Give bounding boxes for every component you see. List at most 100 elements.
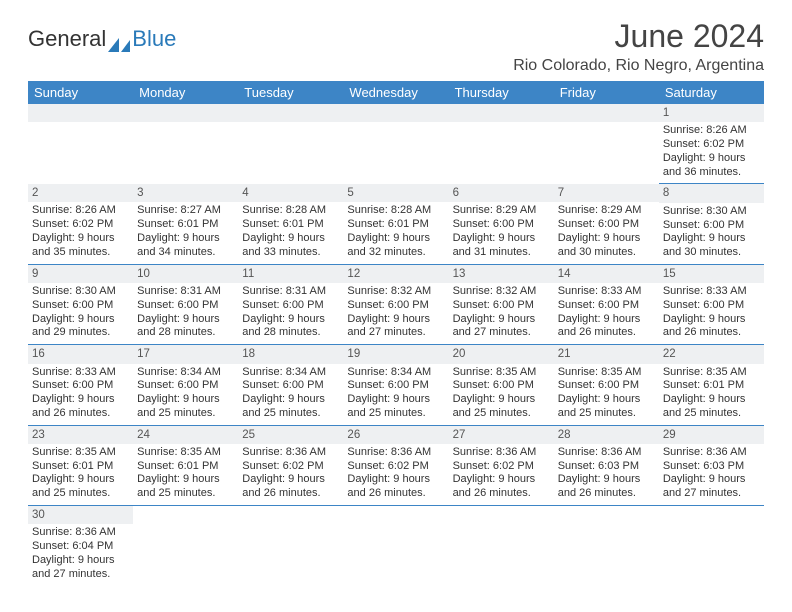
day-line-sr: Sunrise: 8:29 AM [453,204,550,218]
calendar-cell [554,104,659,184]
logo-text-blue: Blue [132,26,176,52]
day-body: Sunrise: 8:35 AMSunset: 6:01 PMDaylight:… [133,444,238,505]
day-number: 17 [133,345,238,363]
day-line-ss: Sunset: 6:02 PM [32,218,129,232]
calendar-cell [659,505,764,585]
day-line-dl2: and 27 minutes. [453,326,550,340]
calendar-cell: 21Sunrise: 8:35 AMSunset: 6:00 PMDayligh… [554,345,659,425]
day-number-empty [238,104,343,122]
day-number: 10 [133,265,238,283]
day-line-dl1: Daylight: 9 hours [137,232,234,246]
day-line-ss: Sunset: 6:01 PM [242,218,339,232]
day-number: 1 [659,104,764,122]
day-line-sr: Sunrise: 8:34 AM [242,366,339,380]
day-line-ss: Sunset: 6:00 PM [453,299,550,313]
day-line-ss: Sunset: 6:00 PM [32,379,129,393]
calendar-cell: 27Sunrise: 8:36 AMSunset: 6:02 PMDayligh… [449,425,554,505]
day-line-dl2: and 25 minutes. [453,407,550,421]
day-number: 4 [238,184,343,202]
day-line-ss: Sunset: 6:01 PM [137,460,234,474]
day-line-dl1: Daylight: 9 hours [242,232,339,246]
day-line-ss: Sunset: 6:01 PM [347,218,444,232]
calendar-cell [238,505,343,585]
day-body: Sunrise: 8:29 AMSunset: 6:00 PMDaylight:… [554,202,659,263]
calendar-cell: 12Sunrise: 8:32 AMSunset: 6:00 PMDayligh… [343,264,448,344]
calendar-week: 2Sunrise: 8:26 AMSunset: 6:02 PMDaylight… [28,184,764,264]
day-line-dl1: Daylight: 9 hours [347,232,444,246]
day-line-ss: Sunset: 6:00 PM [558,299,655,313]
day-body: Sunrise: 8:35 AMSunset: 6:00 PMDaylight:… [449,364,554,425]
day-line-dl1: Daylight: 9 hours [558,393,655,407]
day-line-dl1: Daylight: 9 hours [137,313,234,327]
day-line-dl2: and 26 minutes. [32,407,129,421]
calendar-cell: 11Sunrise: 8:31 AMSunset: 6:00 PMDayligh… [238,264,343,344]
day-number: 26 [343,426,448,444]
day-line-ss: Sunset: 6:02 PM [347,460,444,474]
day-line-ss: Sunset: 6:00 PM [453,379,550,393]
day-line-sr: Sunrise: 8:33 AM [32,366,129,380]
day-number: 7 [554,184,659,202]
day-line-dl2: and 34 minutes. [137,246,234,260]
day-line-sr: Sunrise: 8:30 AM [663,205,760,219]
day-header: Thursday [449,81,554,104]
day-number: 9 [28,265,133,283]
day-line-ss: Sunset: 6:00 PM [663,219,760,233]
day-body: Sunrise: 8:35 AMSunset: 6:01 PMDaylight:… [28,444,133,505]
calendar-cell: 8Sunrise: 8:30 AMSunset: 6:00 PMDaylight… [659,184,764,264]
day-body: Sunrise: 8:26 AMSunset: 6:02 PMDaylight:… [659,122,764,183]
day-body: Sunrise: 8:34 AMSunset: 6:00 PMDaylight:… [343,364,448,425]
day-line-sr: Sunrise: 8:36 AM [32,526,129,540]
day-line-ss: Sunset: 6:00 PM [242,379,339,393]
day-line-dl1: Daylight: 9 hours [32,393,129,407]
day-line-ss: Sunset: 6:00 PM [558,218,655,232]
day-number: 8 [659,184,764,202]
day-line-sr: Sunrise: 8:31 AM [242,285,339,299]
day-body: Sunrise: 8:36 AMSunset: 6:04 PMDaylight:… [28,524,133,585]
calendar-week: 9Sunrise: 8:30 AMSunset: 6:00 PMDaylight… [28,264,764,344]
day-number: 19 [343,345,448,363]
day-body: Sunrise: 8:34 AMSunset: 6:00 PMDaylight:… [133,364,238,425]
day-line-sr: Sunrise: 8:33 AM [558,285,655,299]
day-line-ss: Sunset: 6:00 PM [137,299,234,313]
day-line-dl1: Daylight: 9 hours [242,473,339,487]
day-body: Sunrise: 8:33 AMSunset: 6:00 PMDaylight:… [659,283,764,344]
day-line-ss: Sunset: 6:00 PM [558,379,655,393]
calendar-cell: 18Sunrise: 8:34 AMSunset: 6:00 PMDayligh… [238,345,343,425]
calendar-cell [238,104,343,184]
day-line-dl2: and 25 minutes. [347,407,444,421]
day-body: Sunrise: 8:36 AMSunset: 6:03 PMDaylight:… [554,444,659,505]
day-line-ss: Sunset: 6:01 PM [32,460,129,474]
day-number-empty [449,104,554,122]
day-line-dl2: and 25 minutes. [558,407,655,421]
day-line-sr: Sunrise: 8:36 AM [242,446,339,460]
location-text: Rio Colorado, Rio Negro, Argentina [513,57,764,75]
calendar-cell [343,104,448,184]
day-line-dl1: Daylight: 9 hours [558,473,655,487]
day-body: Sunrise: 8:30 AMSunset: 6:00 PMDaylight:… [28,283,133,344]
calendar-cell: 14Sunrise: 8:33 AMSunset: 6:00 PMDayligh… [554,264,659,344]
day-line-dl1: Daylight: 9 hours [242,313,339,327]
day-number-empty [133,104,238,122]
day-line-dl1: Daylight: 9 hours [32,554,129,568]
day-line-sr: Sunrise: 8:27 AM [137,204,234,218]
day-line-ss: Sunset: 6:01 PM [137,218,234,232]
day-body: Sunrise: 8:34 AMSunset: 6:00 PMDaylight:… [238,364,343,425]
day-line-dl2: and 25 minutes. [137,487,234,501]
day-line-dl2: and 25 minutes. [242,407,339,421]
calendar-body: 1Sunrise: 8:26 AMSunset: 6:02 PMDaylight… [28,104,764,585]
day-number: 5 [343,184,448,202]
day-body: Sunrise: 8:35 AMSunset: 6:00 PMDaylight:… [554,364,659,425]
day-number: 20 [449,345,554,363]
calendar-cell: 29Sunrise: 8:36 AMSunset: 6:03 PMDayligh… [659,425,764,505]
day-number: 2 [28,184,133,202]
day-number: 23 [28,426,133,444]
calendar-cell: 23Sunrise: 8:35 AMSunset: 6:01 PMDayligh… [28,425,133,505]
day-line-ss: Sunset: 6:00 PM [347,379,444,393]
day-line-dl1: Daylight: 9 hours [347,473,444,487]
day-line-sr: Sunrise: 8:36 AM [558,446,655,460]
day-body: Sunrise: 8:36 AMSunset: 6:02 PMDaylight:… [449,444,554,505]
day-line-dl2: and 30 minutes. [558,246,655,260]
day-number: 29 [659,426,764,444]
day-line-sr: Sunrise: 8:36 AM [663,446,760,460]
calendar-cell [554,505,659,585]
